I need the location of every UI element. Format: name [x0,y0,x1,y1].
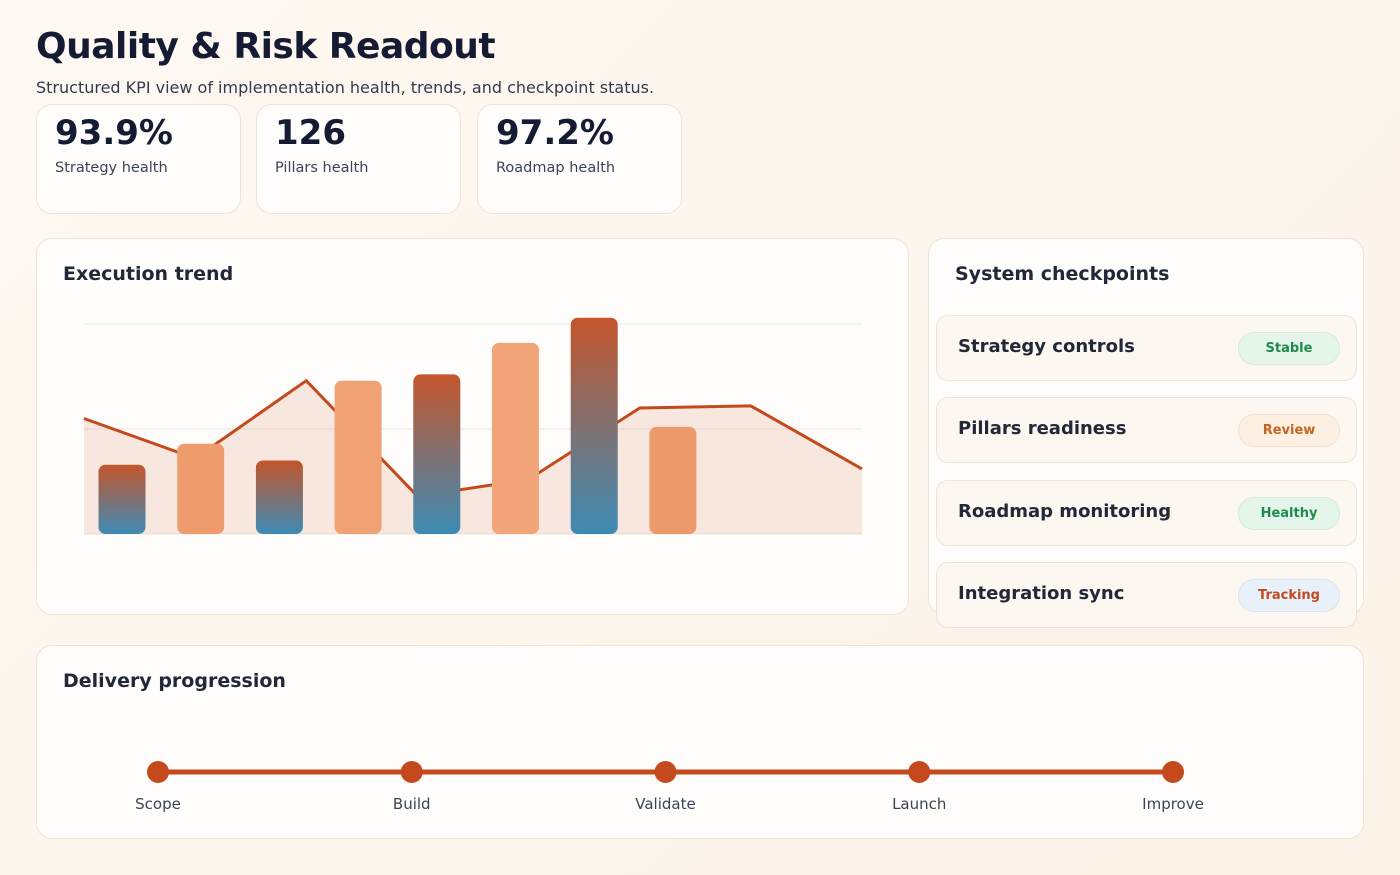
page-title: Quality & Risk Readout [36,26,496,67]
bar [413,374,461,534]
step-label: Scope [135,795,181,813]
step-label: Build [393,795,431,813]
checkpoint-item: Integration sync Tracking [936,561,1357,628]
status-badge: Tracking [1238,578,1340,612]
bar [98,464,146,534]
step-dot [147,761,169,783]
checkpoint-name: Roadmap monitoring [958,500,1172,522]
kpi-label: Pillars health [275,160,369,176]
step-dot [400,761,423,783]
bar [492,342,539,534]
step-label: Validate [635,795,695,813]
checkpoint-name: Pillars readiness [958,418,1127,440]
card-title: Delivery progression [63,670,286,692]
page-subtitle: Structured KPI view of implementation he… [36,78,655,97]
bar [570,317,618,534]
kpi-value: 97.2% [496,113,614,153]
step-dot [1162,761,1184,783]
chart [83,317,863,535]
kpi-value: 93.9% [55,113,173,153]
kpi-label: Strategy health [55,160,168,176]
kpi-card: 97.2% Roadmap health [477,104,682,214]
status-badge: Healthy [1238,496,1340,530]
card-title: Execution trend [63,263,234,285]
kpi-value: 126 [275,113,346,153]
checkpoint-name: Strategy controls [958,336,1135,357]
kpi-label: Roadmap health [496,160,616,176]
progression: Scope Build Validate Launch Improve [135,761,1204,813]
checkpoint-item: Strategy controls Stable [936,315,1357,381]
bar [649,426,697,534]
card-title: System checkpoints [955,263,1170,285]
checkpoint-name: Integration sync [958,582,1125,604]
bar [334,380,382,534]
step-dot [654,761,677,783]
trend-card: Execution trend [36,238,909,615]
kpi-card: 126 Pillars health [256,104,461,214]
step-label: Improve [1142,795,1204,813]
step-label: Launch [892,795,946,813]
checkpoint-item: Roadmap monitoring Healthy [936,479,1357,546]
bar [177,443,225,534]
checkpoint-item: Pillars readiness Review [936,397,1357,464]
kpi-card: 93.9% Strategy health [36,104,241,214]
bar [255,460,303,534]
step-dot [908,761,931,783]
status-badge: Stable [1238,332,1340,365]
status-badge: Review [1238,414,1340,448]
delivery-card: Delivery progression Scope Build Validate L… [36,645,1364,839]
